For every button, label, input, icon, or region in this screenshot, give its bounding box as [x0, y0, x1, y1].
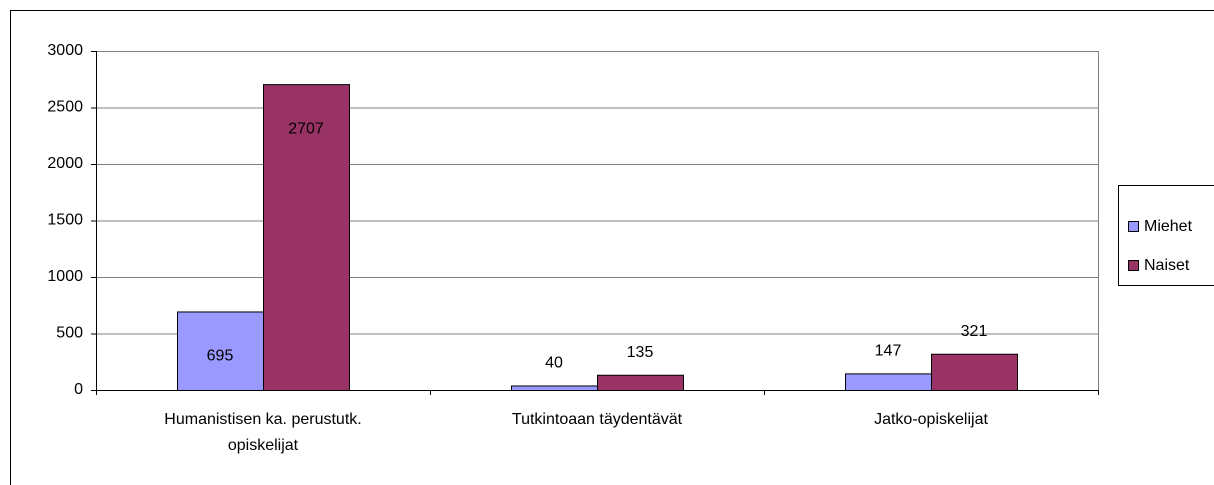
chart-border — [10, 10, 1214, 485]
legend-label: Naiset — [1144, 257, 1190, 274]
x-tick-label: Tutkintoaan täydentävät — [511, 411, 683, 428]
y-tick-label: 3000 — [47, 42, 83, 59]
bar — [931, 353, 1018, 391]
data-label: 147 — [875, 343, 902, 360]
bar — [177, 311, 264, 391]
legend-label: Miehet — [1144, 218, 1193, 235]
bar — [263, 84, 350, 391]
y-tick-label: 0 — [74, 381, 83, 398]
data-label: 321 — [961, 323, 988, 340]
y-tick-label: 2000 — [47, 155, 83, 172]
bar — [511, 385, 598, 392]
legend-swatch — [1128, 221, 1139, 232]
data-label: 2707 — [288, 120, 324, 137]
data-label: 40 — [545, 355, 563, 372]
y-tick-label: 500 — [56, 325, 83, 342]
x-tick-label: Humanistisen ka. perustutk. opiskelijat — [164, 411, 362, 454]
y-tick-label: 1500 — [47, 212, 83, 229]
data-label: 695 — [207, 348, 234, 365]
legend-swatch — [1128, 260, 1139, 271]
data-label: 135 — [627, 344, 654, 361]
bar — [597, 374, 684, 391]
x-tick-label: Jatko-opiskelijat — [874, 411, 988, 428]
bar — [845, 373, 932, 392]
y-tick-label: 1000 — [47, 268, 83, 285]
y-tick-label: 2500 — [47, 99, 83, 116]
